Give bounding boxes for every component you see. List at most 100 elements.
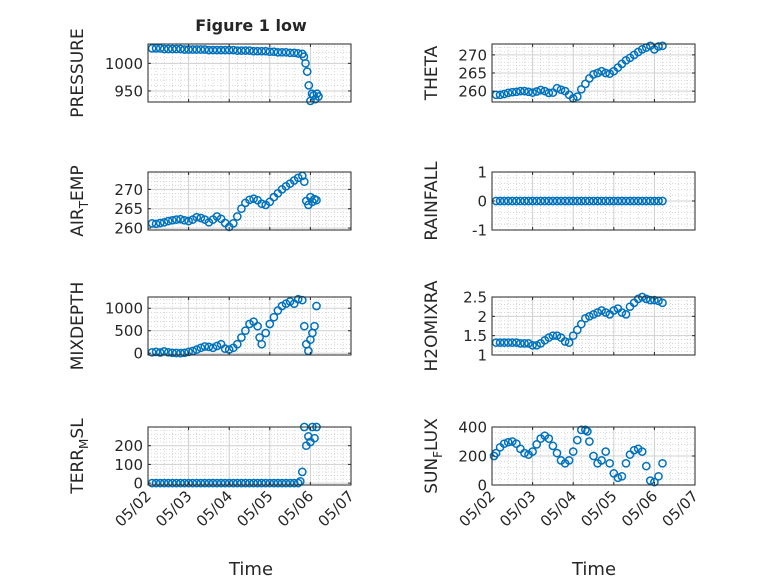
data-point <box>200 45 210 54</box>
data-point <box>597 456 606 465</box>
data-point <box>151 44 161 53</box>
data-point <box>228 219 238 228</box>
data-point <box>495 338 505 347</box>
y-tick-label: 0 <box>133 475 143 493</box>
data-point <box>609 196 619 206</box>
data-point <box>302 67 312 76</box>
data-point <box>304 81 314 90</box>
data-point <box>232 478 242 488</box>
data-point <box>564 338 574 347</box>
data-point <box>540 86 550 96</box>
data-point <box>168 215 177 225</box>
data-point <box>281 47 291 57</box>
data-point <box>572 196 582 206</box>
data-point <box>613 196 623 206</box>
data-point <box>257 199 267 209</box>
data-point <box>299 321 309 331</box>
x-tick-label: 05/04 <box>537 487 580 530</box>
data-point <box>232 46 242 55</box>
y-axis-label: AIRTEMP <box>68 165 91 236</box>
data-point <box>645 196 655 206</box>
data-point <box>654 471 663 481</box>
data-point <box>176 478 185 488</box>
data-point <box>524 87 533 97</box>
data-point <box>314 92 323 101</box>
data-point <box>583 427 592 436</box>
data-point <box>265 47 275 57</box>
x-tick-label: 05/05 <box>577 487 620 530</box>
data-point <box>576 425 586 435</box>
data-point <box>536 85 546 95</box>
data-point <box>299 177 309 187</box>
x-tick-label: 05/07 <box>659 487 702 530</box>
data-series <box>491 196 667 206</box>
data-point <box>176 44 185 54</box>
data-point <box>524 196 533 206</box>
data-point <box>196 343 206 353</box>
data-point <box>556 196 566 206</box>
data-point <box>597 306 606 315</box>
subplot-h2omixra: 1 1.522.5 H2OMIXRA <box>422 280 696 372</box>
data-point <box>310 321 319 331</box>
data-point <box>216 45 226 55</box>
data-point <box>155 348 165 357</box>
x-tick-label: 05/02 <box>112 487 155 530</box>
data-point <box>200 342 210 351</box>
subplot-pressure: 950 1000 PRESSURE <box>68 28 352 118</box>
data-point <box>552 448 562 458</box>
y-tick-label: 0 <box>477 477 487 495</box>
data-point <box>184 478 193 488</box>
data-point <box>172 348 181 358</box>
data-point <box>581 425 590 435</box>
x-tick-label: 05/05 <box>233 487 276 530</box>
y-tick-label: 1000 <box>105 300 143 318</box>
data-point <box>532 87 542 96</box>
data-point <box>293 478 303 488</box>
data-point <box>499 196 509 206</box>
y-tick-label: 270 <box>114 181 143 199</box>
data-point <box>528 196 537 206</box>
data-series <box>147 422 321 488</box>
data-point <box>625 196 635 206</box>
data-point <box>273 478 283 488</box>
data-point <box>605 196 615 206</box>
data-point <box>241 478 250 488</box>
data-point <box>658 298 667 308</box>
data-series <box>147 171 321 232</box>
data-point <box>658 458 667 468</box>
y-tick-label: 1000 <box>105 55 143 73</box>
data-point <box>601 68 611 78</box>
data-point <box>163 347 173 357</box>
data-point <box>159 478 169 488</box>
data-point <box>312 195 321 205</box>
y-axis-label: MIXDEPTH <box>68 282 88 371</box>
data-point <box>269 47 279 57</box>
y-axis-label: THETA <box>422 45 442 101</box>
y-axis-label: H2OMIXRA <box>422 280 442 371</box>
y-axis-label: SUNFLUX <box>422 418 445 494</box>
data-point <box>576 319 586 329</box>
data-point <box>192 212 202 222</box>
data-point <box>180 215 189 225</box>
data-point <box>168 348 177 358</box>
data-point <box>241 46 250 55</box>
data-point <box>265 319 275 329</box>
data-point <box>585 437 594 446</box>
data-point <box>589 310 598 319</box>
plot-area <box>148 427 351 485</box>
data-point <box>196 478 206 488</box>
data-point <box>520 196 529 206</box>
data-point <box>564 196 574 206</box>
y-tick-label: 2 <box>477 308 487 326</box>
y-tick-label: 1 <box>477 347 487 365</box>
data-point <box>601 196 611 206</box>
data-point <box>196 45 206 54</box>
data-point <box>204 45 214 55</box>
data-point <box>589 70 598 79</box>
y-tick-label: 1.5 <box>463 327 487 345</box>
data-point <box>532 196 542 206</box>
